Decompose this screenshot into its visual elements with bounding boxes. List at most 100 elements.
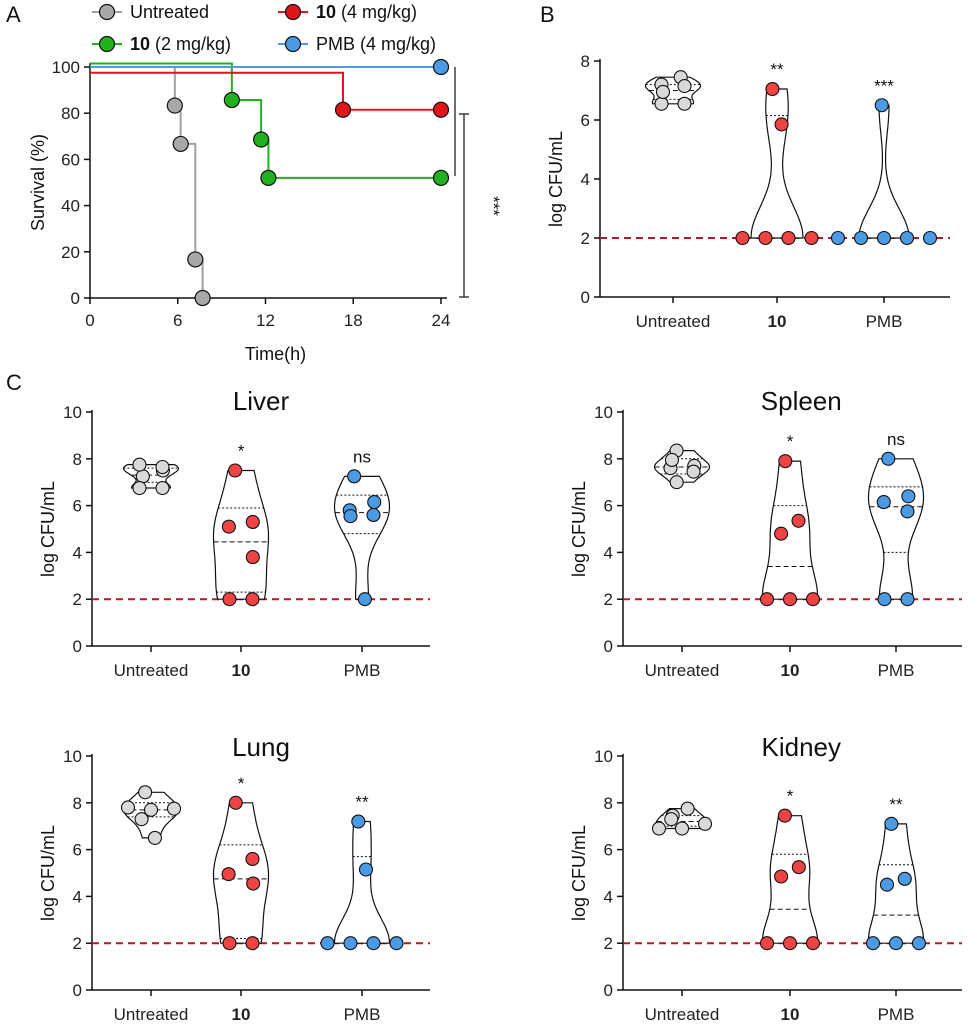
data-point-pmb (358, 862, 374, 877)
survival-line-c10_2 (90, 62, 441, 179)
y-tick-label: 8 (73, 450, 82, 469)
significance-label: * (787, 787, 794, 806)
data-point-untreated (120, 800, 136, 815)
data-point-c10 (228, 463, 243, 478)
y-tick-label: 6 (604, 841, 613, 860)
panel-letter-c: C (6, 370, 22, 395)
violin-pmb (333, 820, 391, 944)
data-point-c10 (782, 592, 798, 607)
legend-label-text: PMB (4 mg/kg) (316, 34, 436, 54)
data-point-pmb (922, 230, 938, 246)
y-tick-label: 4 (581, 170, 590, 189)
data-point-c10 (782, 936, 798, 951)
y-tick-label: 2 (581, 229, 590, 248)
y-axis-title: log CFU/mL (569, 825, 589, 921)
data-point-untreated (677, 96, 692, 111)
panel-letter-b: B (540, 2, 555, 27)
significance-label: * (787, 432, 794, 451)
data-point-pmb (900, 592, 915, 607)
chart-title: Spleen (761, 386, 842, 416)
data-point-pmb (897, 871, 912, 886)
violin-c10 (750, 88, 804, 239)
y-tick-label: 6 (73, 497, 82, 516)
data-point-untreated (135, 469, 150, 484)
y-tick-label: 0 (71, 289, 80, 308)
survival-point-untreated (172, 135, 189, 153)
data-point-c10 (221, 867, 236, 882)
x-tick-label: 10 (232, 1005, 251, 1024)
survival-point-c10_2 (223, 91, 240, 109)
y-tick-label: 6 (73, 841, 82, 860)
x-tick-label: 10 (232, 661, 251, 680)
violin-pmb (858, 104, 910, 239)
y-tick-label: 8 (73, 794, 82, 813)
data-point-c10 (245, 592, 260, 607)
y-tick-label: 20 (61, 243, 80, 262)
survival-point-c10_2 (432, 169, 450, 186)
data-point-pmb (343, 936, 358, 951)
y-tick-label: 10 (63, 403, 82, 422)
y-tick-label: 80 (61, 104, 80, 123)
y-tick-label: 8 (604, 794, 613, 813)
data-point-pmb (343, 509, 358, 524)
data-point-untreated (655, 84, 671, 100)
x-tick-label: Untreated (645, 661, 720, 680)
data-point-untreated (155, 480, 170, 496)
legend-label-text: Untreated (130, 2, 209, 22)
data-point-pmb (901, 489, 916, 504)
data-point-pmb (874, 98, 889, 113)
data-point-pmb (900, 504, 915, 519)
survival-chart: 0 6 12 18 24 0 20 40 60 80 100 Time(h) Survival (%) *… (28, 2, 503, 364)
significance-label: ** (889, 795, 903, 814)
y-tick-label: 2 (604, 590, 613, 609)
significance-label: ** (355, 793, 369, 812)
data-point-untreated (686, 464, 701, 479)
legend-marker-pmb (284, 35, 302, 53)
y-tick-label: 0 (604, 637, 613, 656)
data-point-pmb (853, 230, 869, 246)
data-point-pmb (865, 936, 881, 951)
data-point-pmb (899, 230, 915, 246)
legend-label-text: (2 mg/kg) (150, 34, 231, 54)
legend-label-c10_2: 10 (2 mg/kg) (130, 34, 231, 54)
x-tick-label: 0 (85, 311, 94, 330)
data-point-c10 (245, 936, 260, 951)
data-point-untreated (132, 457, 147, 472)
y-tick-label: 0 (604, 981, 613, 1000)
violin-c10 (761, 460, 819, 600)
data-point-c10 (221, 519, 236, 534)
x-tick-label: PMB (878, 1005, 915, 1024)
y-tick-label: 2 (73, 934, 82, 953)
data-point-c10 (805, 592, 821, 607)
violin-pmb (867, 458, 925, 600)
x-tick-label: 24 (432, 311, 451, 330)
legend-label-pmb: PMB (4 mg/kg) (316, 34, 436, 54)
data-point-pmb (347, 469, 362, 484)
data-point-c10 (735, 230, 750, 246)
violin-chart-lung: 0 2 4 6 8 10 log CFU/mL Lung Untreated 10 * PMB ** (38, 732, 430, 1024)
data-point-untreated (138, 785, 153, 800)
data-point-c10 (791, 513, 806, 528)
survival-line-c10_4 (90, 71, 441, 111)
data-point-untreated (143, 802, 159, 817)
x-tick-label: PMB (344, 661, 381, 680)
y-tick-label: 40 (61, 197, 80, 216)
data-point-untreated (664, 812, 679, 827)
violin-chart-spleen: 0 2 4 6 8 10 log CFU/mL Spleen Untreated 10 * PMB ns (569, 386, 962, 680)
x-tick-label: 10 (781, 661, 800, 680)
significance-label: * (238, 774, 245, 793)
x-tick-label: 6 (173, 311, 182, 330)
survival-point-c10_4 (334, 101, 352, 118)
y-tick-label: 60 (61, 150, 80, 169)
x-tick-label: PMB (866, 312, 903, 331)
survival-point-c10_2 (253, 131, 270, 148)
significance-label: *** (874, 76, 894, 95)
data-point-c10 (758, 230, 773, 246)
significance-label: *** (484, 196, 503, 216)
legend-label-c10_4: 10 (4 mg/kg) (316, 2, 417, 22)
data-point-pmb (366, 507, 381, 523)
data-point-c10 (245, 514, 260, 530)
data-point-c10 (804, 230, 819, 246)
x-axis-title: Time(h) (245, 344, 306, 364)
